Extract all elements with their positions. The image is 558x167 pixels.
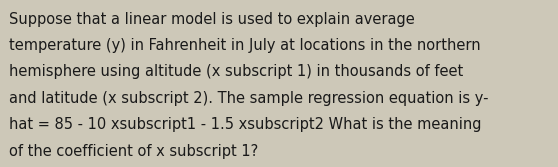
Text: temperature (y) in Fahrenheit in July at locations in the northern: temperature (y) in Fahrenheit in July at… — [9, 38, 480, 53]
Text: and latitude (x subscript 2). The sample regression equation is y-: and latitude (x subscript 2). The sample… — [9, 91, 488, 106]
Text: hat = 85 - 10 xsubscript1 - 1.5 xsubscript2 What is the meaning: hat = 85 - 10 xsubscript1 - 1.5 xsubscri… — [9, 117, 482, 132]
Text: of the coefficient of x subscript 1?: of the coefficient of x subscript 1? — [9, 144, 258, 159]
Text: Suppose that a linear model is used to explain average: Suppose that a linear model is used to e… — [9, 12, 415, 27]
Text: hemisphere using altitude (x subscript 1) in thousands of feet: hemisphere using altitude (x subscript 1… — [9, 64, 463, 79]
